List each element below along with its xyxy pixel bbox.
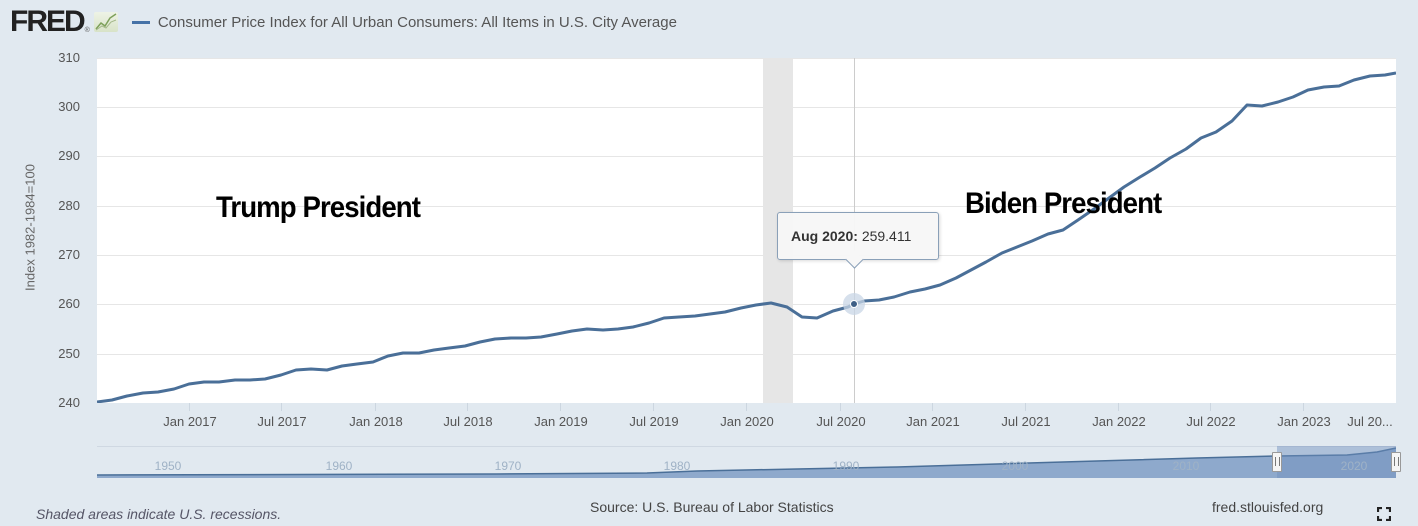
ytick: 300	[58, 99, 80, 114]
annotation-trump: Trump President	[216, 191, 421, 224]
xtick: Jul 20...	[1347, 414, 1393, 429]
xtick: Jan 2021	[906, 414, 960, 429]
xtick: Jan 2017	[163, 414, 217, 429]
xtick-mark	[1210, 403, 1211, 411]
xtick-mark	[375, 403, 376, 411]
navigator-label: 2010	[1172, 459, 1200, 473]
site-link[interactable]: fred.stlouisfed.org	[1212, 499, 1324, 515]
xtick: Jul 2020	[816, 414, 866, 429]
xtick-mark	[746, 403, 747, 411]
ytick: 310	[58, 50, 80, 65]
navigator-label: 2020	[1340, 459, 1368, 473]
xtick: Jul 2019	[629, 414, 679, 429]
xtick-mark	[189, 403, 190, 411]
navigator-left-handle[interactable]	[1272, 452, 1282, 472]
line-chart	[96, 58, 1397, 404]
registered-mark: ®	[84, 27, 90, 34]
xtick-mark	[1118, 403, 1119, 411]
xtick-mark	[840, 403, 841, 411]
xtick: Jan 2019	[534, 414, 588, 429]
navigator-label: 1950	[154, 459, 182, 473]
cpi-series-line	[96, 71, 1397, 404]
fred-logo[interactable]: FRED	[10, 5, 86, 38]
ytick: 250	[58, 346, 80, 361]
xtick-mark	[560, 403, 561, 411]
ytick: 270	[58, 247, 80, 262]
ytick: 240	[58, 395, 80, 410]
xtick-mark	[653, 403, 654, 411]
ytick: 280	[58, 198, 80, 213]
tooltip-value: 259.411	[861, 228, 912, 244]
source-text: Source: U.S. Bureau of Labor Statistics	[590, 499, 834, 515]
xtick: Jan 2018	[349, 414, 403, 429]
xtick-mark	[1025, 403, 1026, 411]
range-navigator[interactable]	[96, 446, 1397, 478]
navigator-area	[97, 448, 1396, 478]
series-title[interactable]: Consumer Price Index for All Urban Consu…	[157, 13, 677, 31]
navigator-label: 1960	[325, 459, 353, 473]
hover-point	[850, 300, 858, 308]
fred-graph-icon	[93, 12, 118, 32]
legend-line-icon	[131, 20, 150, 24]
chart-header: FRED ® Consumer Price Index for All Urba…	[10, 4, 677, 40]
xtick-mark	[467, 403, 468, 411]
xtick: Jul 2017	[257, 414, 307, 429]
xtick: Jul 2022	[1186, 414, 1236, 429]
navigator-selection	[1277, 446, 1396, 478]
navigator-label: 1990	[832, 459, 860, 473]
plot-area[interactable]	[96, 58, 1397, 404]
xtick: Jul 2021	[1001, 414, 1051, 429]
tooltip: Aug 2020: 259.411	[777, 212, 939, 269]
xtick: Jan 2020	[720, 414, 774, 429]
xtick: Jul 2018	[443, 414, 493, 429]
fullscreen-icon[interactable]	[1376, 506, 1392, 522]
xtick-mark	[1303, 403, 1304, 411]
navigator-right-handle[interactable]	[1391, 452, 1401, 472]
navigator-label: 1980	[663, 459, 691, 473]
xtick-mark	[932, 403, 933, 411]
navigator-label: 1970	[494, 459, 522, 473]
yaxis-title: Index 1982-1984=100	[22, 164, 38, 291]
ytick: 290	[58, 148, 80, 163]
xtick: Jan 2022	[1092, 414, 1146, 429]
tooltip-date: Aug 2020:	[791, 228, 858, 244]
xtick-mark	[281, 403, 282, 411]
navigator-label: 2000	[1001, 459, 1029, 473]
ytick: 260	[58, 296, 80, 311]
recession-note: Shaded areas indicate U.S. recessions.	[36, 506, 282, 522]
annotation-biden: Biden President	[965, 187, 1162, 220]
xtick: Jan 2023	[1277, 414, 1331, 429]
